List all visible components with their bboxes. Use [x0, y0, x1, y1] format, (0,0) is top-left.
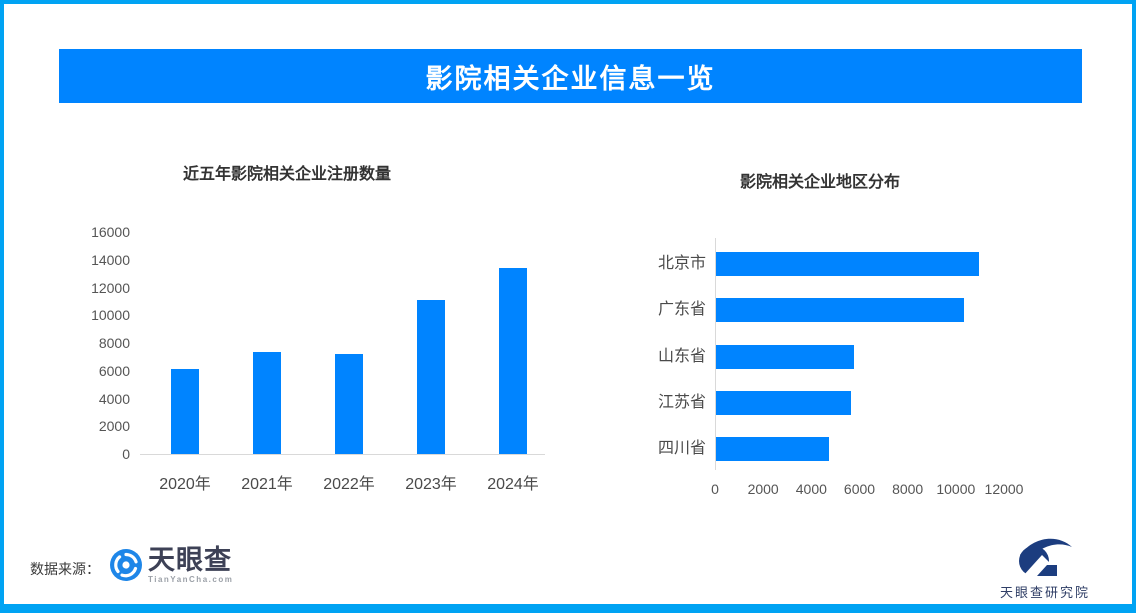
- x-axis-tick-label: 2000: [747, 481, 779, 497]
- research-institute-logo: 天眼查研究院: [985, 534, 1105, 601]
- y-axis-tick-label: 10000: [91, 307, 130, 324]
- x-axis-category-label: 2020年: [159, 476, 211, 493]
- tianyancha-swirl-icon: [110, 549, 142, 581]
- data-source-block: 数据来源： 天眼查 TianYanCha.com: [30, 546, 233, 584]
- category-label-广东省: 广东省: [657, 301, 706, 319]
- x-axis-category-label: 2024年: [487, 476, 539, 493]
- bar-2020年: [171, 369, 199, 454]
- x-axis-tick-label: 6000: [843, 481, 876, 497]
- y-axis-tick-label: 4000: [98, 390, 130, 407]
- tianyancha-domain: TianYanCha.com: [148, 575, 234, 584]
- bar-2024年: [499, 268, 527, 454]
- x-axis-tick-label: 12000: [984, 481, 1024, 497]
- x-axis-tick-label: 4000: [795, 481, 827, 497]
- x-axis-tick-label: 0: [711, 481, 719, 497]
- y-axis-tick-label: 6000: [98, 362, 130, 379]
- x-axis-category-label: 2023年: [405, 476, 457, 493]
- frame-border-bottom: [0, 604, 1136, 613]
- institute-eye-icon: [1019, 538, 1072, 576]
- y-axis-tick-label: 2000: [98, 418, 130, 435]
- bar-北京市: [716, 252, 979, 276]
- title-banner: 影院相关企业信息一览: [59, 49, 1082, 103]
- bar-2023年: [417, 299, 445, 454]
- tianyancha-name: 天眼查: [148, 545, 232, 575]
- x-axis-tick-label: 8000: [892, 481, 924, 497]
- frame-border-left: [0, 0, 4, 613]
- registrations-bar-chart: 近五年影院相关企业注册数量 16000 14000 12000 10000 8000 60…: [0, 140, 600, 510]
- y-axis-tick-label: 14000: [91, 251, 130, 268]
- y-axis-tick-label: 16000: [91, 224, 130, 240]
- x-axis-category-label: 2022年: [323, 476, 375, 493]
- left-chart-title: 近五年影院相关企业注册数量: [183, 166, 392, 183]
- x-axis-tick-label: 10000: [936, 481, 976, 497]
- bar-广东省: [716, 298, 965, 323]
- category-label-北京市: 北京市: [657, 255, 706, 272]
- x-axis-category-label: 2021年: [241, 476, 293, 493]
- region-distribution-bar-chart: 影院相关企业地区分布 北京市广东省山东省江苏省四川省 0 2000 4000 6000 8…: [600, 140, 1136, 510]
- y-axis-tick-label: 12000: [91, 279, 130, 296]
- frame-border-top: [0, 0, 1136, 4]
- data-source-label: 数据来源：: [30, 561, 100, 577]
- x-axis-line: [140, 454, 545, 455]
- page-title: 影院相关企业信息一览: [425, 63, 716, 94]
- category-label-四川省: 四川省: [657, 440, 706, 457]
- bar-山东省: [716, 344, 855, 369]
- y-axis-tick-label: 0: [122, 446, 130, 462]
- tianyancha-logo: 天眼查 TianYanCha.com: [110, 546, 233, 584]
- category-label-江苏省: 江苏省: [657, 393, 706, 411]
- bar-2022年: [335, 354, 363, 454]
- bar-2021年: [253, 352, 281, 454]
- y-axis-tick-label: 8000: [98, 335, 130, 351]
- y-axis-line: [715, 238, 716, 470]
- bar-四川省: [716, 437, 830, 461]
- frame-border-right: [1132, 0, 1136, 613]
- bar-江苏省: [716, 390, 851, 415]
- tianyancha-wordmark: 天眼查 TianYanCha.com: [148, 546, 233, 584]
- institute-name: 天眼查研究院: [999, 585, 1090, 600]
- right-chart-title: 影院相关企业地区分布: [740, 174, 901, 191]
- category-label-山东省: 山东省: [657, 347, 706, 365]
